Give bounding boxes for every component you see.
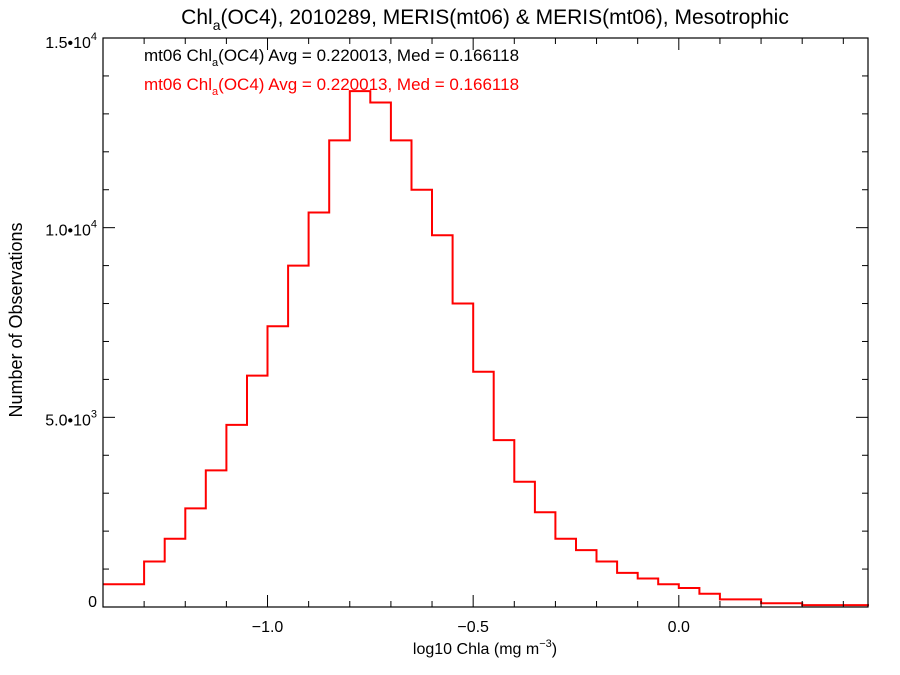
annotation-red: mt06 Chla(OC4) Avg = 0.220013, Med = 0.1…	[144, 75, 519, 98]
y-tick-label: 5.0•103	[45, 408, 97, 429]
histogram-series-0	[103, 90, 869, 607]
annotation-red-rest: (OC4) Avg = 0.220013, Med = 0.166118	[218, 75, 519, 94]
y-tick-label-sup: 3	[91, 408, 97, 420]
chart-title-prefix: Chl	[181, 6, 213, 29]
chart-title: Chla(OC4), 2010289, MERIS(mt06) & MERIS(…	[181, 6, 789, 33]
chart-title-sub: a	[213, 17, 221, 33]
chart-title-rest: (OC4), 2010289, MERIS(mt06) & MERIS(mt06…	[220, 6, 788, 29]
x-axis-label: log10 Chla (mg m−3)	[413, 638, 557, 658]
x-axis-label-sup: −3	[539, 638, 552, 650]
x-axis-label-main: log10 Chla (mg m	[413, 641, 539, 658]
y-tick-label: 1.0•104	[45, 219, 97, 240]
y-tick-label-sup: 4	[91, 31, 97, 43]
annotation-red-prefix: mt06 Chl	[144, 75, 212, 94]
y-tick-label-main: 0	[88, 594, 97, 611]
x-axis-label-end: )	[552, 641, 557, 658]
y-tick-label: 1.5•104	[45, 31, 97, 52]
x-tick-label: −1.0	[252, 619, 284, 636]
series-layer	[103, 90, 869, 607]
annotation-red-sub: a	[212, 86, 219, 98]
annotation-black-prefix: mt06 Chl	[144, 46, 212, 65]
annotation-black-rest: (OC4) Avg = 0.220013, Med = 0.166118	[218, 46, 519, 65]
y-axis-label: Number of Observations	[6, 222, 26, 417]
y-tick-label-main: 5.0•10	[45, 412, 91, 429]
y-tick-label-main: 1.5•10	[45, 35, 91, 52]
y-tick-label-main: 1.0•10	[45, 223, 91, 240]
annotation-black: mt06 Chla(OC4) Avg = 0.220013, Med = 0.1…	[144, 46, 519, 69]
x-tick-label: −0.5	[457, 619, 489, 636]
y-tick-label-sup: 4	[91, 219, 97, 231]
plot-frame	[102, 37, 869, 608]
y-tick-label: 0	[88, 594, 97, 611]
x-tick-label: 0.0	[668, 619, 690, 636]
annotation-black-sub: a	[212, 57, 219, 69]
